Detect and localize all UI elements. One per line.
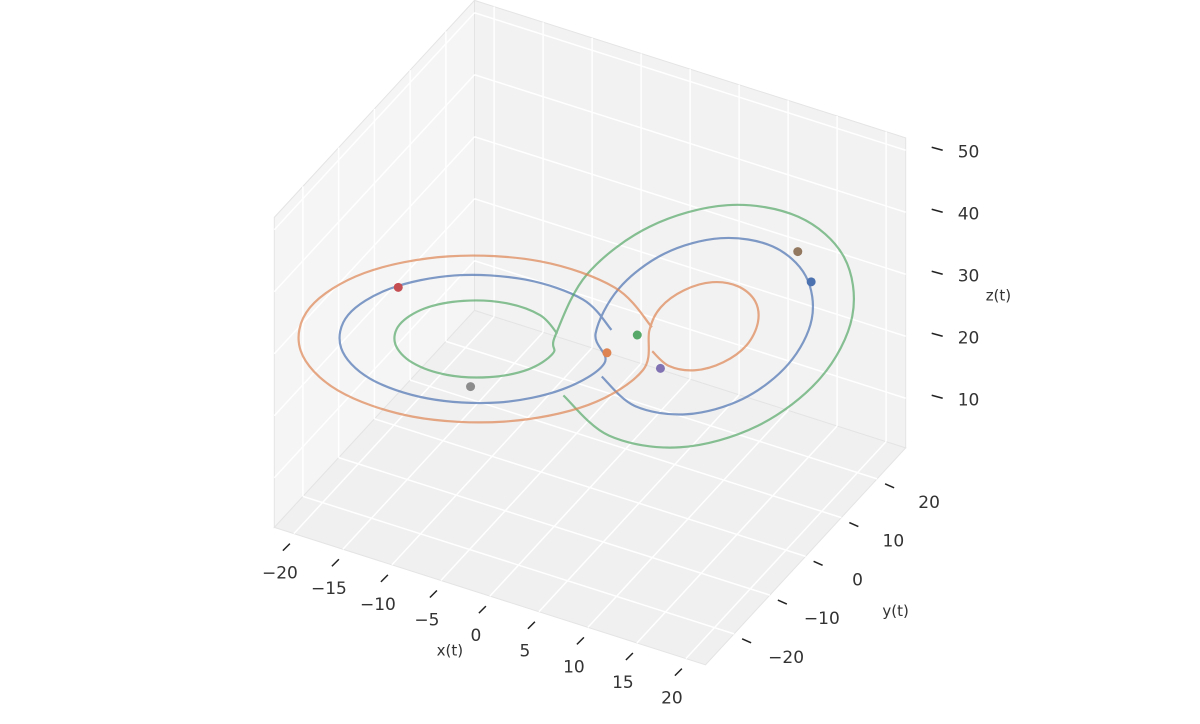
x-axis-label: x(t): [437, 642, 463, 660]
x-tick-label: 5: [519, 642, 530, 662]
y-tick: [777, 599, 788, 605]
x-tick-label: −20: [262, 564, 298, 584]
z-tick-label: 30: [958, 266, 980, 286]
x-tick-label: −10: [360, 595, 396, 615]
x-tick: [429, 589, 438, 599]
x-tick: [625, 652, 634, 661]
x-tick-label: 15: [612, 673, 634, 693]
grid-line: [273, 12, 476, 231]
grid-line: [474, 136, 906, 275]
end-point: [632, 330, 642, 340]
grid-line: [474, 12, 906, 151]
z-tick: [931, 208, 943, 213]
z-tick-label: 50: [958, 142, 980, 162]
y-tick-label: −10: [804, 609, 840, 629]
y-tick-label: 10: [883, 532, 905, 552]
z-tick: [931, 146, 943, 151]
grid-line: [302, 495, 735, 635]
grid-line: [273, 136, 476, 355]
x-tick-label: 0: [470, 626, 481, 646]
z-tick-label: 40: [958, 204, 980, 224]
trajectory: [393, 203, 855, 449]
x-tick: [527, 621, 536, 630]
x-tick-label: 20: [661, 689, 683, 709]
grid-line: [474, 74, 906, 213]
y-tick: [813, 560, 823, 567]
z-tick-label: 10: [958, 390, 980, 410]
trajectory: [297, 254, 760, 424]
x-tick: [576, 636, 585, 645]
x-tick-label: −5: [414, 610, 439, 630]
end-point: [655, 363, 665, 373]
grid-line: [445, 340, 878, 480]
y-axis-label: y(t): [882, 602, 908, 620]
end-point: [602, 348, 612, 358]
x-tick-label: −15: [311, 579, 347, 599]
y-tick-label: 0: [852, 570, 863, 590]
z-tick-label: 20: [958, 328, 980, 348]
y-tick: [849, 521, 859, 528]
y-tick: [741, 638, 752, 644]
grid-line: [474, 198, 906, 337]
z-tick: [931, 270, 943, 275]
x-tick-label: 10: [563, 657, 585, 677]
x-tick: [282, 543, 291, 552]
x-tick: [331, 558, 340, 567]
grid-line: [374, 418, 806, 558]
y-tick-label: −20: [768, 648, 804, 668]
x-tick: [478, 605, 487, 614]
end-point: [806, 277, 816, 287]
end-point: [793, 247, 803, 257]
y-tick-label: 20: [918, 493, 940, 513]
grid-line: [273, 198, 476, 417]
grid-line: [273, 260, 476, 479]
z-tick: [931, 332, 943, 337]
grid-line: [338, 456, 771, 596]
z-axis-label: z(t): [986, 286, 1011, 304]
x-tick: [674, 668, 683, 677]
end-point: [393, 282, 403, 292]
grid-line: [273, 74, 476, 293]
y-tick: [884, 483, 895, 489]
x-tick: [380, 574, 389, 583]
end-point: [466, 382, 476, 392]
z-tick: [931, 394, 943, 399]
